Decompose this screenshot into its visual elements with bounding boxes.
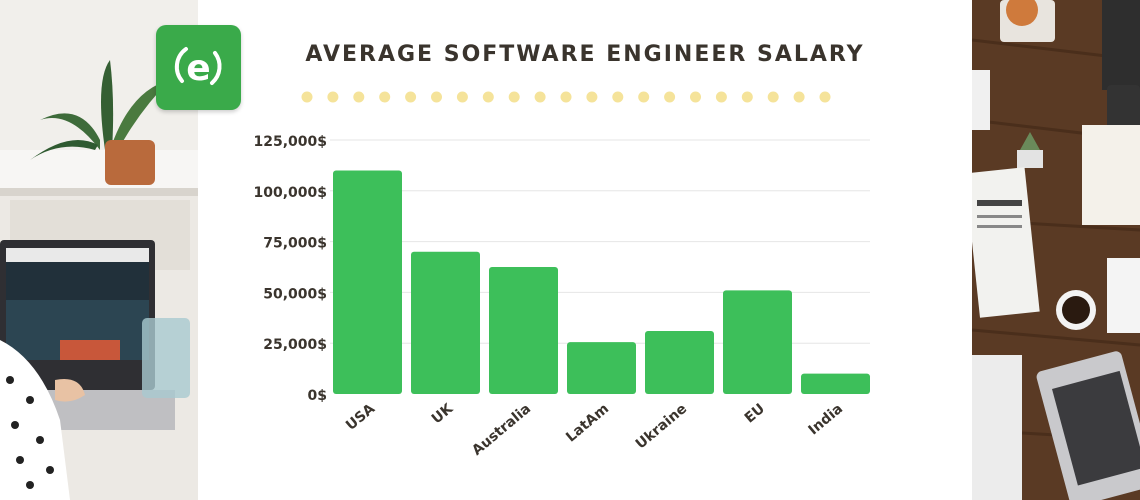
divider-dot: [534, 91, 546, 103]
y-tick-label: 75,000$: [263, 236, 327, 252]
brand-logo: e: [156, 25, 241, 110]
bar-ukraine: [645, 331, 714, 394]
y-tick-label: 25,000$: [263, 337, 327, 353]
divider-dot: [456, 91, 468, 103]
y-tick-label: 125,000$: [253, 134, 327, 150]
divider-dot: [690, 91, 701, 103]
divider-dot: [767, 91, 779, 103]
right-photo-decoration: [972, 0, 1140, 500]
divider-dot: [638, 91, 650, 103]
logo-e-icon: e: [174, 47, 222, 89]
divider-dot: [405, 91, 417, 103]
divider-dot: [586, 91, 598, 103]
y-tick-label: 100,000$: [253, 185, 327, 201]
divider-dot: [715, 91, 727, 103]
y-axis-ticks: 0$ 25,000$ 50,000$ 75,000$ 100,000$ 125,000$: [253, 134, 327, 404]
x-tick-label: USA: [343, 401, 378, 434]
divider-dot: [741, 91, 753, 103]
bar-uk: [411, 251, 480, 394]
divider-dot: [793, 91, 805, 103]
x-tick-label: EU: [742, 401, 768, 427]
divider-dot: [482, 91, 494, 103]
divider-dot: [353, 91, 365, 103]
bar-australia: [489, 267, 558, 394]
bars: [333, 170, 870, 394]
desk-photo-icon: [972, 0, 1140, 500]
divider-dot: [508, 91, 520, 103]
divider-dot: [819, 91, 831, 103]
x-tick-label: UK: [429, 400, 457, 427]
bar-latam: [567, 342, 636, 394]
x-tick-label: Australia: [469, 401, 534, 459]
divider-dot: [664, 91, 676, 103]
bar-eu: [723, 290, 792, 394]
logo-letter: e: [186, 48, 210, 89]
y-tick-label: 50,000$: [263, 286, 327, 302]
divider-dot: [612, 91, 624, 103]
x-tick-label: LatAm: [563, 401, 612, 446]
divider-dot: [431, 91, 442, 103]
x-tick-label: Ukraine: [633, 401, 690, 453]
chart-panel: [198, 0, 972, 500]
divider-dot: [327, 91, 339, 103]
divider-dot: [301, 91, 313, 103]
y-tick-label: 0$: [308, 388, 327, 404]
divider-dot: [379, 91, 391, 103]
x-axis-ticks: USA UK Australia LatAm Ukraine EU India: [343, 400, 846, 459]
x-tick-label: India: [806, 401, 847, 439]
divider-dot: [560, 91, 572, 103]
bar-usa: [333, 170, 402, 394]
bar-india: [801, 373, 870, 394]
chart-title: AVERAGE SOFTWARE ENGINEER SALARY: [305, 42, 865, 67]
